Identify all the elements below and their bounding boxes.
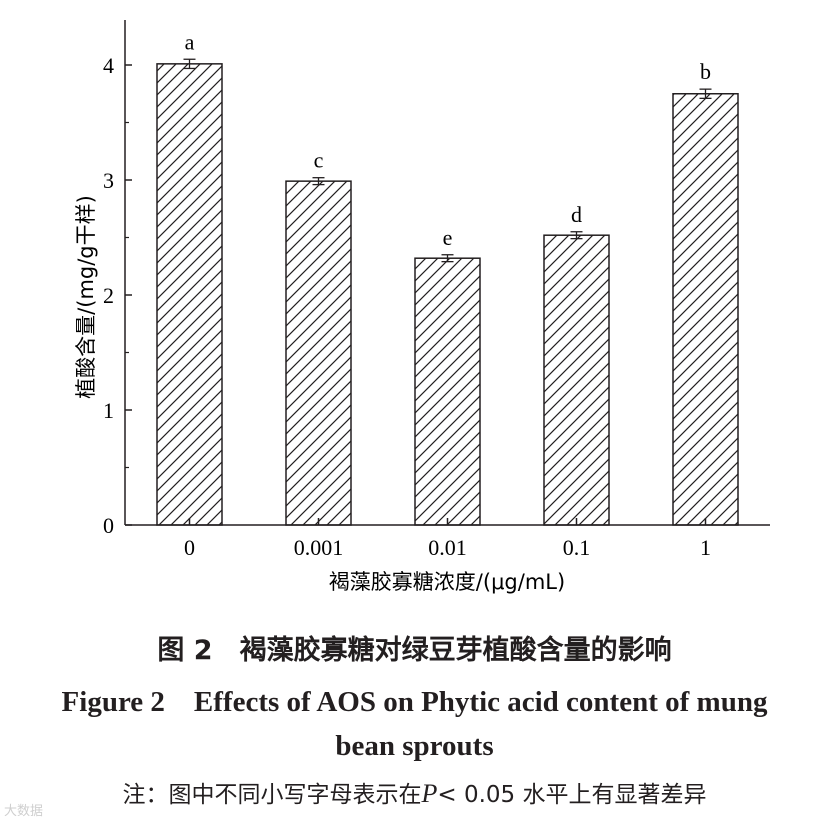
x-tick-label: 0.1 [563, 535, 591, 560]
significance-letter: b [700, 59, 711, 84]
y-tick-label: 3 [103, 168, 114, 193]
bar-chart: 0 1 2 3 4 a 0 c 0.001 e 0.01 d 0.1 b 1 植酸含量/(mg/g干样) 褐… [74, 20, 770, 594]
figure-caption-chinese: 图 2 褐藻胶寡糖对绿豆芽植酸含量的影响 [157, 635, 672, 666]
bar-0.001 [285, 180, 352, 526]
significance-letter: a [185, 29, 195, 54]
watermark-logo: 大数据 [4, 804, 44, 819]
y-tick-label: 1 [103, 398, 114, 423]
x-tick-label: 0.001 [294, 535, 344, 560]
bar-0.1 [543, 234, 610, 526]
y-tick-label: 0 [103, 513, 114, 538]
x-tick-label: 0 [184, 535, 195, 560]
bar-0.01 [414, 257, 481, 526]
bar-0 [156, 63, 223, 526]
y-tick-label: 2 [103, 283, 114, 308]
bar-1 [672, 93, 739, 526]
note-suffix: < 0.05 水平上有显著差异 [437, 782, 707, 808]
y-axis-label: 植酸含量/(mg/g干样) [74, 195, 98, 399]
significance-letter: e [443, 225, 453, 250]
note-p-symbol: P [421, 779, 438, 808]
x-tick-label: 1 [700, 535, 711, 560]
significance-letter: d [571, 202, 582, 227]
figure-caption-english-line1: Figure 2 Effects of AOS on Phytic acid c… [61, 686, 768, 718]
x-tick-label: 0.01 [428, 535, 467, 560]
x-axis-label: 褐藻胶寡糖浓度/(μg/mL) [329, 570, 565, 594]
note-prefix: 注：图中不同小写字母表示在 [122, 782, 422, 808]
y-tick-label: 4 [103, 53, 114, 78]
significance-letter: c [314, 148, 324, 173]
figure-note: 注：图中不同小写字母表示在P< 0.05 水平上有显著差异 [0, 775, 829, 809]
figure-caption-english-line2: bean sprouts [335, 730, 494, 762]
